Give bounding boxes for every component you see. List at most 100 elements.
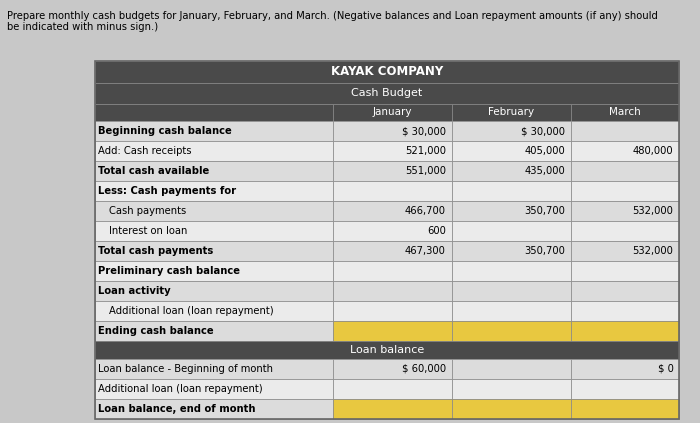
Text: March: March (609, 107, 640, 117)
Polygon shape (94, 82, 679, 104)
Polygon shape (94, 181, 332, 201)
Polygon shape (570, 261, 679, 281)
Polygon shape (570, 379, 679, 399)
Polygon shape (452, 359, 570, 379)
Polygon shape (452, 301, 570, 321)
Polygon shape (452, 399, 570, 419)
Polygon shape (452, 161, 570, 181)
Polygon shape (570, 359, 679, 379)
Polygon shape (452, 201, 570, 221)
Text: Less: Cash payments for: Less: Cash payments for (98, 186, 236, 196)
Text: $ 60,000: $ 60,000 (402, 364, 446, 374)
Polygon shape (452, 121, 570, 141)
Polygon shape (332, 221, 452, 241)
Text: 480,000: 480,000 (633, 146, 673, 156)
Polygon shape (94, 261, 332, 281)
Text: 467,300: 467,300 (405, 246, 446, 256)
Polygon shape (94, 61, 679, 82)
Text: Prepare monthly cash budgets for January, February, and March. (Negative balance: Prepare monthly cash budgets for January… (7, 11, 658, 32)
Polygon shape (452, 281, 570, 301)
Polygon shape (570, 141, 679, 161)
Polygon shape (332, 104, 452, 121)
Polygon shape (570, 301, 679, 321)
Text: Ending cash balance: Ending cash balance (98, 326, 214, 336)
Text: January: January (372, 107, 412, 117)
Polygon shape (570, 281, 679, 301)
Polygon shape (452, 221, 570, 241)
Polygon shape (570, 241, 679, 261)
Polygon shape (332, 261, 452, 281)
Polygon shape (94, 399, 332, 419)
Polygon shape (332, 379, 452, 399)
Text: Add: Cash receipts: Add: Cash receipts (98, 146, 192, 156)
Polygon shape (332, 201, 452, 221)
Text: Cash Budget: Cash Budget (351, 88, 422, 98)
Polygon shape (570, 161, 679, 181)
Polygon shape (332, 359, 452, 379)
Polygon shape (452, 261, 570, 281)
Polygon shape (332, 241, 452, 261)
Polygon shape (570, 121, 679, 141)
Polygon shape (94, 379, 332, 399)
Polygon shape (452, 241, 570, 261)
Polygon shape (332, 161, 452, 181)
Polygon shape (570, 221, 679, 241)
Polygon shape (94, 359, 332, 379)
Text: Total cash payments: Total cash payments (98, 246, 214, 256)
Polygon shape (452, 104, 570, 121)
Text: Additional loan (loan repayment): Additional loan (loan repayment) (98, 384, 262, 394)
Text: Loan balance: Loan balance (349, 345, 424, 355)
Text: 521,000: 521,000 (405, 146, 446, 156)
Polygon shape (452, 321, 570, 341)
Text: KAYAK COMPANY: KAYAK COMPANY (330, 66, 443, 78)
Text: Cash payments: Cash payments (108, 206, 186, 216)
Polygon shape (452, 379, 570, 399)
Text: 532,000: 532,000 (633, 206, 673, 216)
Polygon shape (570, 181, 679, 201)
Polygon shape (94, 104, 332, 121)
Text: 532,000: 532,000 (633, 246, 673, 256)
Polygon shape (332, 121, 452, 141)
Polygon shape (94, 141, 332, 161)
Polygon shape (94, 221, 332, 241)
Polygon shape (570, 399, 679, 419)
Text: 551,000: 551,000 (405, 166, 446, 176)
Polygon shape (570, 321, 679, 341)
Text: Loan balance - Beginning of month: Loan balance - Beginning of month (98, 364, 273, 374)
Polygon shape (332, 181, 452, 201)
Text: 350,700: 350,700 (524, 246, 565, 256)
Text: Preliminary cash balance: Preliminary cash balance (98, 266, 240, 276)
Text: $ 0: $ 0 (657, 364, 673, 374)
Text: 600: 600 (427, 226, 446, 236)
Text: $ 30,000: $ 30,000 (521, 126, 565, 136)
Text: Additional loan (loan repayment): Additional loan (loan repayment) (108, 306, 273, 316)
Polygon shape (94, 201, 332, 221)
Polygon shape (332, 301, 452, 321)
Polygon shape (94, 341, 679, 359)
Polygon shape (94, 161, 332, 181)
Polygon shape (94, 241, 332, 261)
Text: Interest on loan: Interest on loan (108, 226, 187, 236)
Text: Loan activity: Loan activity (98, 286, 171, 296)
Polygon shape (332, 399, 452, 419)
Polygon shape (570, 104, 679, 121)
Text: 350,700: 350,700 (524, 206, 565, 216)
Text: Loan balance, end of month: Loan balance, end of month (98, 404, 256, 414)
Text: Beginning cash balance: Beginning cash balance (98, 126, 232, 136)
Text: 466,700: 466,700 (405, 206, 446, 216)
Text: Total cash available: Total cash available (98, 166, 209, 176)
Text: 435,000: 435,000 (524, 166, 565, 176)
Text: $ 30,000: $ 30,000 (402, 126, 446, 136)
Polygon shape (452, 141, 570, 161)
Polygon shape (332, 141, 452, 161)
Polygon shape (94, 321, 332, 341)
Polygon shape (452, 181, 570, 201)
Text: February: February (488, 107, 534, 117)
Polygon shape (570, 201, 679, 221)
Text: 405,000: 405,000 (524, 146, 565, 156)
Polygon shape (332, 281, 452, 301)
Polygon shape (94, 281, 332, 301)
Polygon shape (94, 121, 332, 141)
Polygon shape (94, 301, 332, 321)
Polygon shape (332, 321, 452, 341)
